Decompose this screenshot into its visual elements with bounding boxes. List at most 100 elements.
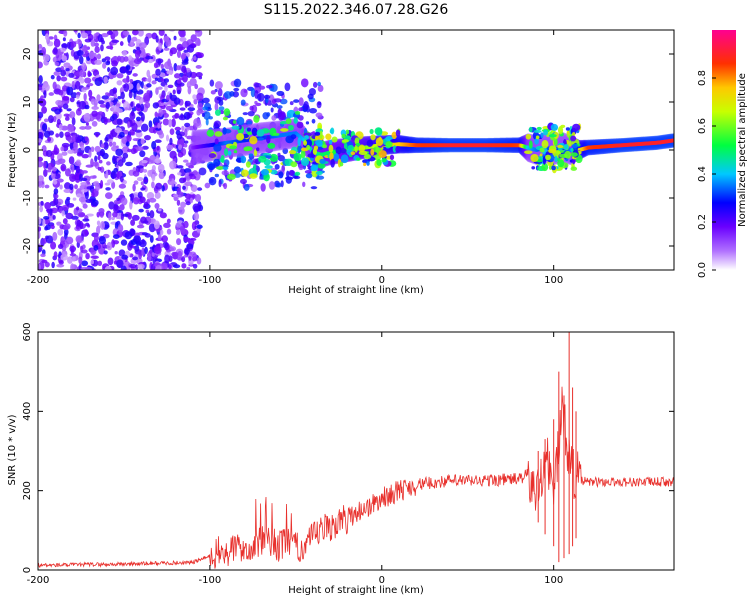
noise-blob	[151, 80, 157, 85]
noise-blob	[153, 245, 162, 255]
y-tick-label: 0	[22, 567, 33, 573]
noise-blob	[174, 113, 180, 118]
noise-blob	[132, 170, 140, 177]
ridge-blob	[206, 129, 215, 137]
transition-blob	[229, 91, 235, 97]
ridge-blob	[294, 110, 301, 115]
ridge-blob	[226, 173, 236, 180]
noise-blob	[74, 161, 82, 167]
ridge-blob	[290, 161, 298, 168]
noise-blob	[44, 184, 50, 189]
noise-blob	[75, 134, 81, 143]
noise-blob	[112, 141, 117, 147]
snr-axes: -200 -100 0 100 0 200 400 600	[22, 322, 674, 586]
noise-blob	[110, 66, 119, 76]
noise-blob	[63, 113, 70, 117]
noise-blob	[82, 218, 90, 222]
noise-blob	[163, 222, 171, 229]
transition-blob	[247, 110, 255, 117]
ridge-blob	[243, 146, 251, 152]
noise-blob	[189, 175, 197, 180]
noise-blob	[192, 203, 200, 212]
noise-blob	[164, 61, 172, 70]
noise-blob	[164, 84, 168, 93]
transition-blob	[233, 87, 240, 92]
noise-blob	[156, 146, 160, 151]
noise-blob	[97, 111, 104, 116]
colorbar-label: Normalized spectral amplitude	[737, 73, 748, 227]
colorbar-tick-label: 0.4	[697, 166, 708, 182]
noise-blob	[105, 169, 109, 179]
noise-blob	[134, 50, 141, 59]
noise-blob	[176, 165, 184, 169]
ridge-blob	[370, 134, 376, 141]
transition-blob	[240, 178, 247, 184]
noise-blob	[148, 93, 152, 99]
noise-blob	[136, 46, 141, 51]
noise-blob	[175, 229, 181, 236]
noise-blob	[99, 212, 104, 218]
noise-blob	[58, 260, 64, 265]
noise-blob	[53, 38, 61, 48]
noise-blob	[186, 266, 191, 270]
noise-blob	[132, 197, 140, 205]
x-tick-label: -200	[27, 575, 50, 586]
noise-blob	[192, 94, 197, 100]
ridge-blob	[550, 123, 559, 131]
noise-blob	[113, 93, 118, 99]
transition-blob	[250, 88, 256, 98]
noise-blob	[83, 93, 87, 102]
noise-blob	[147, 252, 152, 262]
noise-blob	[69, 173, 77, 183]
ridge-blob	[247, 131, 253, 136]
noise-blob	[84, 77, 92, 84]
ridge-blob	[300, 149, 306, 159]
noise-blob	[183, 49, 189, 53]
noise-blob	[181, 40, 190, 48]
noise-blob	[157, 58, 162, 66]
noise-blob	[181, 263, 187, 269]
noise-blob	[157, 208, 162, 212]
ridge-blob	[572, 132, 576, 137]
noise-blob	[92, 175, 97, 179]
spectrogram-y-label: Frequency (Hz)	[7, 112, 18, 188]
noise-blob	[176, 50, 182, 58]
noise-blob	[148, 223, 156, 233]
noise-blob	[166, 218, 171, 224]
noise-blob	[159, 229, 164, 236]
noise-blob	[172, 194, 179, 198]
noise-blob	[50, 74, 55, 80]
transition-blob	[270, 107, 274, 113]
noise-blob	[155, 87, 159, 95]
ridge-blob	[258, 155, 267, 163]
transition-blob	[271, 115, 277, 121]
ridge-blob	[249, 136, 258, 145]
transition-blob	[311, 118, 316, 124]
noise-blob	[189, 197, 194, 204]
ridge-blob	[272, 132, 280, 136]
noise-blob	[142, 220, 149, 224]
noise-blob	[169, 128, 175, 136]
ridge-blob	[319, 130, 323, 139]
noise-blob	[71, 117, 76, 126]
ridge-blob	[231, 125, 240, 130]
ridge-blob	[570, 135, 577, 142]
noise-blob	[84, 104, 90, 110]
noise-blob	[185, 201, 191, 206]
transition-blob	[293, 99, 300, 103]
noise-blob	[142, 168, 148, 173]
ridge-blob	[316, 146, 324, 150]
transition-blob	[274, 164, 280, 170]
ridge-blob	[310, 165, 319, 172]
noise-blob	[91, 106, 99, 110]
ridge-blob	[284, 176, 294, 180]
noise-blob	[193, 118, 202, 127]
noise-blob	[56, 118, 61, 125]
noise-blob	[120, 239, 128, 246]
snr-series-line	[38, 386, 674, 569]
noise-blob	[50, 241, 57, 250]
noise-blob	[76, 193, 82, 198]
ridge-blob	[251, 127, 258, 136]
ridge-blob	[524, 150, 533, 154]
